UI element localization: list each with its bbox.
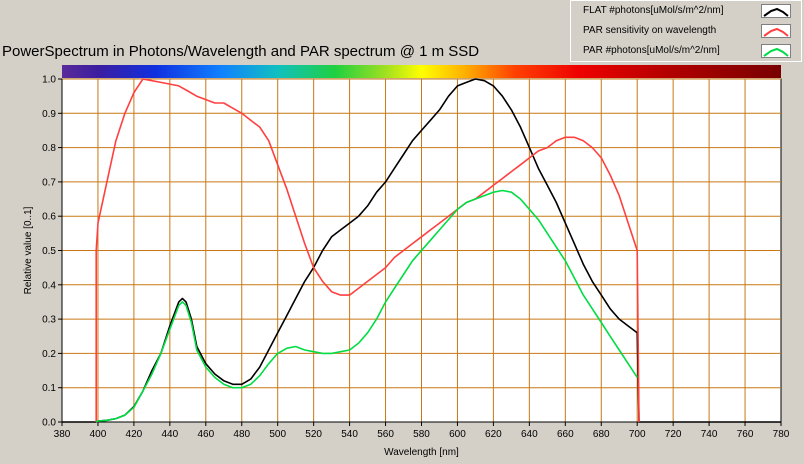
x-tick-label: 400 bbox=[90, 429, 107, 440]
legend-label-par-photons: PAR #photons[uMol/s/m^2/nm] bbox=[583, 45, 720, 56]
y-tick-label: 0.9 bbox=[42, 109, 56, 120]
x-tick-label: 520 bbox=[305, 429, 322, 440]
legend-swatch-flat bbox=[761, 4, 791, 18]
x-tick-label: 480 bbox=[233, 429, 250, 440]
x-tick-label: 780 bbox=[773, 429, 790, 440]
x-tick-label: 540 bbox=[341, 429, 358, 440]
x-tick-label: 700 bbox=[629, 429, 646, 440]
y-tick-label: 1.0 bbox=[42, 75, 56, 86]
spectrum-color-bar bbox=[62, 65, 781, 78]
x-tick-label: 720 bbox=[665, 429, 682, 440]
legend-swatch-par-photons bbox=[761, 44, 791, 58]
series-line-flat-photons bbox=[62, 78, 781, 423]
y-tick-label: 0.7 bbox=[42, 177, 56, 188]
y-tick-label: 0.0 bbox=[42, 418, 56, 429]
x-tick-label: 460 bbox=[197, 429, 214, 440]
chart-legend: FLAT #photons[uMol/s/m^2/nm] PAR sensiti… bbox=[570, 0, 802, 62]
x-tick-label: 760 bbox=[737, 429, 754, 440]
y-tick-label: 0.4 bbox=[42, 280, 56, 291]
x-tick-label: 560 bbox=[377, 429, 394, 440]
x-tick-label: 640 bbox=[521, 429, 538, 440]
x-tick-label: 440 bbox=[162, 429, 179, 440]
legend-swatch-par-sensitivity bbox=[761, 24, 791, 38]
legend-item-flat: FLAT #photons[uMol/s/m^2/nm] bbox=[571, 2, 801, 22]
x-tick-label: 660 bbox=[557, 429, 574, 440]
x-tick-label: 600 bbox=[449, 429, 466, 440]
x-tick-label: 740 bbox=[701, 429, 718, 440]
y-tick-label: 0.6 bbox=[42, 212, 56, 223]
legend-line-par-photons bbox=[763, 47, 789, 57]
x-tick-label: 380 bbox=[54, 429, 71, 440]
y-tick-label: 0.1 bbox=[42, 383, 56, 394]
x-tick-label: 420 bbox=[126, 429, 143, 440]
series-line-par-sensitivity bbox=[95, 78, 640, 423]
x-axis-title: Wavelength [nm] bbox=[384, 447, 459, 458]
y-axis-title: Relative value [0..1] bbox=[23, 206, 34, 294]
legend-label-par-sensitivity: PAR sensitivity on wavelength bbox=[583, 25, 717, 36]
x-tick-label: 580 bbox=[413, 429, 430, 440]
x-tick-label: 500 bbox=[269, 429, 286, 440]
y-tick-label: 0.2 bbox=[42, 349, 56, 360]
y-tick-label: 0.3 bbox=[42, 315, 56, 326]
y-tick-label: 0.8 bbox=[42, 143, 56, 154]
y-tick-label: 0.5 bbox=[42, 246, 56, 257]
legend-line-par-sensitivity bbox=[763, 27, 789, 37]
x-tick-label: 680 bbox=[593, 429, 610, 440]
legend-item-par-photons: PAR #photons[uMol/s/m^2/nm] bbox=[571, 42, 801, 62]
legend-line-flat bbox=[763, 7, 789, 17]
x-tick-label: 620 bbox=[485, 429, 502, 440]
legend-item-par-sensitivity: PAR sensitivity on wavelength bbox=[571, 22, 801, 42]
chart-title: PowerSpectrum in Photons/Wavelength and … bbox=[2, 43, 480, 60]
legend-label-flat: FLAT #photons[uMol/s/m^2/nm] bbox=[583, 5, 724, 16]
series-line-par-photons bbox=[95, 189, 638, 423]
